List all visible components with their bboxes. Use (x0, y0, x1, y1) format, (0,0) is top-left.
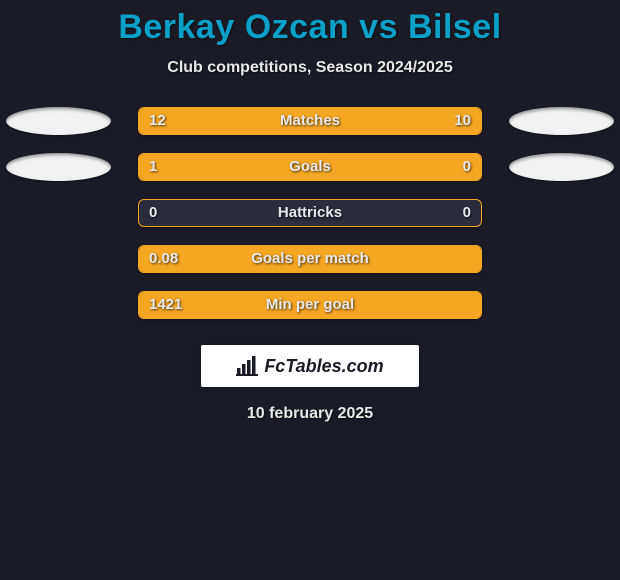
brand-badge: FcTables.com (201, 345, 419, 387)
bar-chart-icon (236, 356, 258, 376)
metric-label: Hattricks (139, 200, 481, 226)
metric-track: 0.08Goals per match (138, 245, 482, 273)
metric-row: 0.08Goals per match (0, 245, 620, 273)
player-right-marker (509, 107, 614, 135)
metric-label: Goals per match (139, 246, 481, 272)
metric-label: Matches (139, 108, 481, 134)
metric-label: Min per goal (139, 292, 481, 318)
metric-row: 1210Matches (0, 107, 620, 135)
metric-track: 10Goals (138, 153, 482, 181)
metric-track: 00Hattricks (138, 199, 482, 227)
infographic-root: Berkay Ozcan vs Bilsel Club competitions… (0, 0, 620, 423)
date-label: 10 february 2025 (247, 405, 373, 423)
brand-label: FcTables.com (264, 356, 383, 377)
page-subtitle: Club competitions, Season 2024/2025 (167, 59, 452, 77)
metric-track: 1421Min per goal (138, 291, 482, 319)
player-right-marker (509, 153, 614, 181)
player-left-marker (6, 153, 111, 181)
metric-row: 1421Min per goal (0, 291, 620, 319)
metric-label: Goals (139, 154, 481, 180)
player-left-marker (6, 107, 111, 135)
metric-row: 00Hattricks (0, 199, 620, 227)
metric-bars-region: 1210Matches 10Goals 00Hattricks 0.08Goals p… (0, 107, 620, 337)
page-title: Berkay Ozcan vs Bilsel (118, 8, 501, 47)
metric-track: 1210Matches (138, 107, 482, 135)
metric-row: 10Goals (0, 153, 620, 181)
